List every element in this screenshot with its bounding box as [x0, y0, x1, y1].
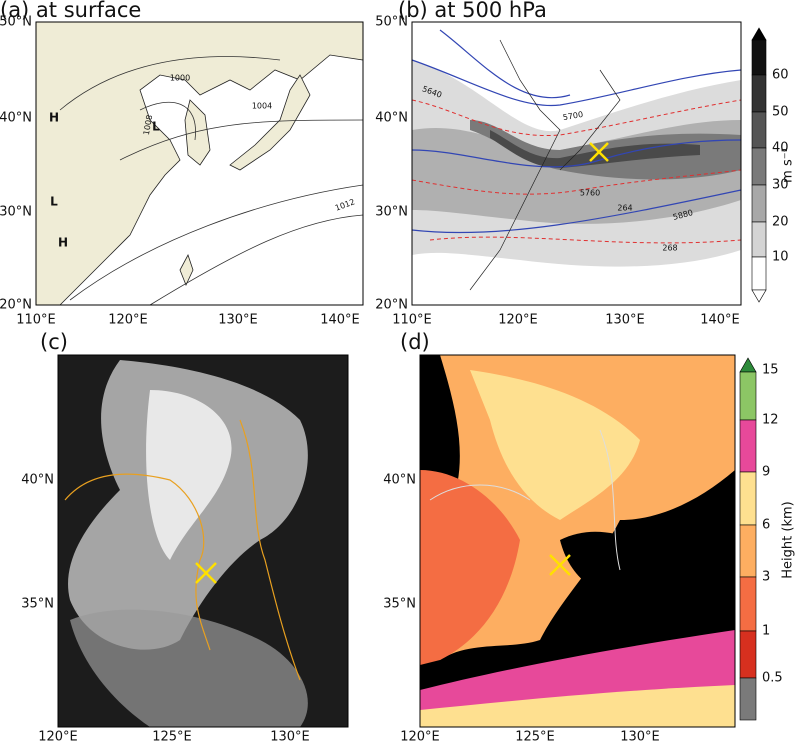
colorbar-tick-label: 20: [772, 215, 789, 230]
colorbar-tick-label: 15: [762, 363, 779, 378]
latitude-label: 40°N: [375, 111, 408, 126]
colorbar-tick-label: 9: [762, 465, 770, 480]
longitude-label: 120°E: [38, 730, 78, 745]
panel-title: (d): [400, 330, 430, 354]
colorbar-tick-label: 6: [762, 518, 770, 533]
colorbar-tick-label: 0.5: [762, 671, 783, 686]
panel-a-map: [35, 21, 364, 306]
longitude-label: 120°E: [498, 313, 538, 328]
colorbar-label: m s⁻¹: [781, 147, 796, 183]
latitude-label: 20°N: [0, 298, 32, 313]
colorbar-label: Height (km): [781, 501, 796, 578]
longitude-label: 130°E: [270, 730, 310, 745]
contour-label: 1000: [170, 74, 190, 83]
colorbar-tick-label: 40: [772, 141, 789, 156]
latitude-label: 50°N: [375, 15, 408, 30]
contour-label: 268: [662, 244, 677, 253]
colorbar-tick-label: 50: [772, 105, 789, 120]
panel-title: (c): [40, 330, 68, 354]
longitude-label: 130°E: [605, 313, 645, 328]
longitude-label: 120°E: [108, 313, 148, 328]
panel-d-image: [419, 354, 736, 728]
contour-label: 1008: [142, 114, 154, 136]
colorbar-tick-label: 3: [762, 570, 770, 585]
colorbar-d: [739, 357, 757, 721]
longitude-label: 140°E: [320, 313, 360, 328]
longitude-label: 120°E: [400, 730, 440, 745]
colorbar-tick-label: 1: [762, 624, 770, 639]
latitude-label: 40°N: [0, 111, 32, 126]
panel-title: (a) at surface: [0, 0, 141, 22]
colorbar-b: [751, 27, 767, 303]
panel-c-image: [57, 354, 349, 728]
longitude-label: 110°E: [16, 313, 56, 328]
pressure-center: H: [58, 236, 68, 250]
panel-title: (b) at 500 hPa: [398, 0, 547, 22]
longitude-label: 140°E: [700, 313, 740, 328]
longitude-label: 125°E: [515, 730, 555, 745]
latitude-label: 30°N: [375, 205, 408, 220]
longitude-label: 110°E: [392, 313, 432, 328]
contour-label: 5700: [562, 110, 584, 122]
colorbar-tick-label: 30: [772, 178, 789, 193]
pressure-center: L: [152, 120, 160, 134]
longitude-label: 130°E: [218, 313, 258, 328]
longitude-label: 130°E: [620, 730, 660, 745]
latitude-label: 30°N: [0, 205, 32, 220]
latitude-label: 35°N: [21, 597, 54, 612]
longitude-label: 125°E: [152, 730, 192, 745]
contour-label: 1004: [252, 102, 272, 111]
pressure-center: H: [49, 111, 59, 125]
contour-label: 264: [617, 204, 632, 213]
latitude-label: 40°N: [21, 473, 54, 488]
panel-b-map: [411, 21, 742, 306]
latitude-label: 40°N: [383, 473, 416, 488]
latitude-label: 50°N: [0, 15, 32, 30]
latitude-label: 20°N: [375, 298, 408, 313]
pressure-center: L: [50, 195, 58, 209]
colorbar-tick-label: 60: [772, 68, 789, 83]
colorbar-tick-label: 12: [762, 413, 779, 428]
contour-label: 5760: [580, 189, 600, 198]
colorbar-tick-label: 10: [772, 250, 789, 265]
latitude-label: 35°N: [383, 597, 416, 612]
